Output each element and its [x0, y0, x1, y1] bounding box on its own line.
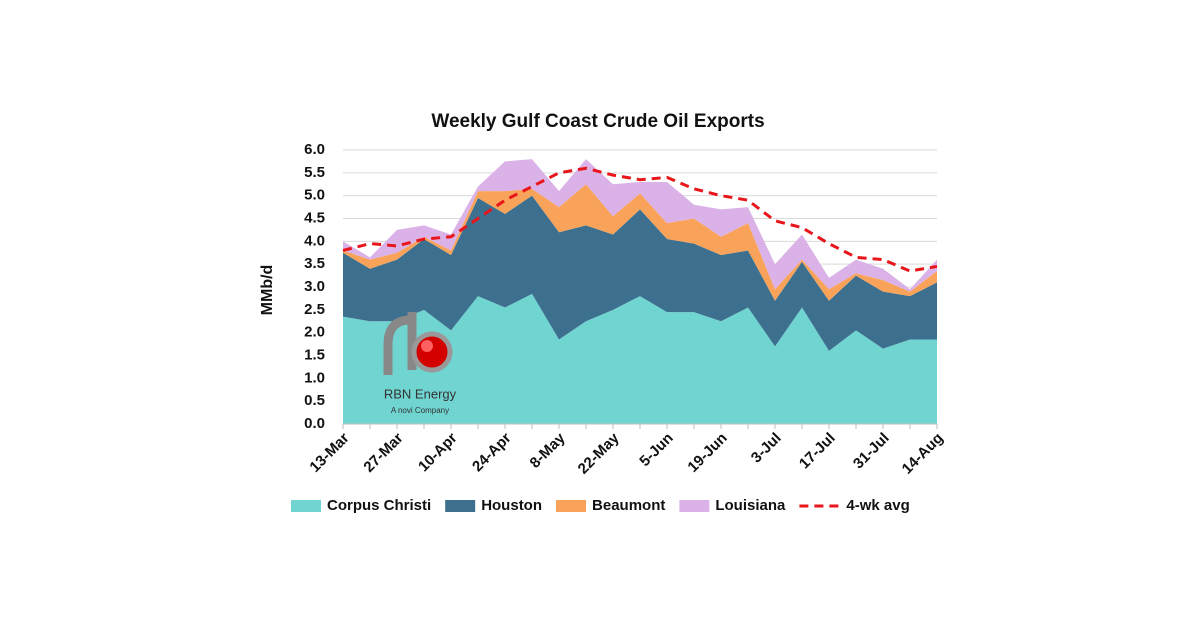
y-tick-label: 3.0 — [304, 278, 325, 295]
y-tick-label: 1.0 — [304, 369, 325, 386]
x-tick-label: 13-Mar — [306, 430, 352, 476]
x-tick-label: 14-Aug — [899, 430, 947, 478]
legend-label: Corpus Christi — [327, 497, 431, 514]
x-tick-label: 17-Jul — [796, 430, 839, 473]
y-tick-label: 0.0 — [304, 415, 325, 432]
legend-label: Beaumont — [592, 497, 665, 514]
area — [343, 195, 937, 351]
legend-swatch — [291, 500, 321, 512]
logo-ball — [411, 331, 453, 373]
y-tick-label: 4.5 — [304, 209, 325, 226]
area — [343, 293, 937, 424]
x-tick-label: 5-Jun — [636, 430, 676, 470]
legend: Corpus Christi Houston Beaumont Louisiana 4-… — [291, 497, 910, 514]
chart-title: Weekly Gulf Coast Crude Oil Exports — [431, 111, 764, 132]
legend-swatch — [445, 500, 476, 512]
x-tick-label: 10-Apr — [415, 430, 461, 476]
y-tick-label: 2.0 — [304, 324, 325, 341]
y-tick-label: 0.5 — [304, 392, 325, 409]
legend-label: 4-wk avg — [846, 497, 909, 514]
y-tick-label: 3.5 — [304, 255, 325, 272]
logo-tagline: A novi Company — [391, 406, 449, 415]
x-tick-label: 19-Jun — [684, 430, 730, 476]
logo-name: RBN Energy — [384, 386, 457, 401]
legend-swatch — [679, 500, 710, 512]
line — [342, 166, 938, 273]
logo-highlight — [421, 340, 433, 352]
x-tick-label: 31-Jul — [850, 430, 893, 473]
y-tick-label: 2.5 — [304, 301, 325, 318]
x-tick-label: 3-Jul — [748, 430, 785, 467]
plot-area: 0.0 0.5 1.0 1.5 2.0 2.5 3.0 3.5 4.0 4.5 5.0 5.5 6.0 1… — [304, 141, 946, 478]
logo: RBN Energy A novi Company — [383, 312, 457, 415]
y-tick-label: 4.0 — [304, 232, 325, 249]
x-tick-label: 27-Mar — [360, 430, 406, 476]
legend-label: Houston — [481, 497, 542, 514]
y-axis-label: MMb/d — [259, 265, 276, 316]
y-tick-label: 5.0 — [304, 187, 325, 204]
y-tick-label: 5.5 — [304, 164, 325, 181]
x-tick-label: 24-Apr — [469, 430, 515, 476]
area — [343, 159, 937, 292]
legend-swatch — [556, 500, 587, 512]
logo-pipe — [383, 312, 417, 375]
x-tick-label: 22-May — [575, 429, 623, 477]
y-tick-label: 6.0 — [304, 141, 325, 158]
x-tick-label: 8-May — [527, 429, 570, 472]
area — [343, 184, 937, 301]
legend-label: Louisiana — [715, 497, 786, 514]
y-tick-label: 1.5 — [304, 346, 325, 363]
